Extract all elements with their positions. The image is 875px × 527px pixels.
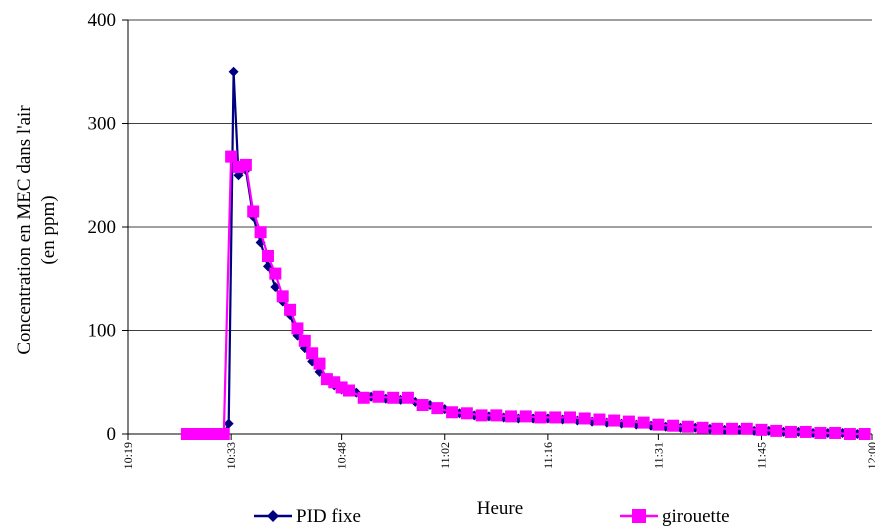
data-point-square: [726, 422, 739, 435]
x-axis-title: Heure: [477, 498, 523, 519]
data-point-square: [652, 418, 665, 431]
data-point-square: [829, 426, 842, 439]
data-point-square: [667, 419, 680, 432]
data-point-square: [446, 406, 459, 419]
data-point-square: [357, 391, 370, 404]
series-line: [186, 155, 865, 436]
data-point-square: [387, 391, 400, 404]
y-tick-label: 300: [88, 114, 117, 135]
legend-marker-diamond: [267, 510, 279, 522]
data-point-square: [460, 407, 473, 420]
data-point-square: [711, 422, 724, 435]
x-tick-label: 11:02: [438, 442, 452, 469]
data-point-square: [372, 390, 385, 403]
data-point-square: [239, 158, 252, 171]
data-point-square: [291, 322, 304, 335]
data-point-square: [563, 411, 576, 424]
data-point-square: [416, 399, 429, 412]
data-point-square: [608, 414, 621, 427]
data-point-square: [622, 415, 635, 428]
data-point-square: [519, 410, 532, 423]
data-point-square: [254, 226, 267, 239]
data-point-square: [431, 402, 444, 415]
legend-label-pid-fixe: PID fixe: [296, 506, 361, 527]
data-point-diamond: [228, 66, 239, 77]
x-tick-label: 11:45: [755, 442, 769, 469]
data-point-square: [505, 410, 518, 423]
data-point-diamond: [223, 418, 234, 429]
data-point-square: [298, 334, 311, 347]
series-girouette: [180, 150, 871, 440]
data-point-square: [740, 422, 753, 435]
x-tick-label: 12:00: [865, 442, 875, 469]
data-point-square: [770, 424, 783, 437]
data-point-square: [306, 347, 319, 360]
x-tick-labels: 10:19 10:33 10:48 11:02 11:16 11:31 11:45 12:00: [121, 442, 875, 469]
x-tick-label: 11:31: [651, 442, 665, 469]
legend-item-pid-fixe: PID fixe: [254, 506, 361, 527]
x-tick-label: 10:33: [224, 442, 238, 469]
data-point-square: [276, 290, 289, 303]
data-point-square: [247, 205, 260, 218]
data-point-square: [799, 425, 812, 438]
y-axis-title-line1: Concentration en MEC dans l'air: [14, 105, 35, 355]
data-point-square: [534, 411, 547, 424]
data-point-square: [269, 267, 282, 280]
data-point-square: [313, 357, 326, 370]
data-point-square: [814, 426, 827, 439]
data-point-square: [284, 303, 297, 316]
series-line: [186, 70, 858, 436]
x-tick-label: 11:16: [541, 442, 555, 469]
y-tick-label: 0: [107, 424, 117, 445]
series-layer: [180, 66, 871, 440]
x-tick-label: 10:19: [121, 442, 135, 469]
legend: PID fixe girouette: [254, 506, 730, 527]
y-tick-labels: 0 100 200 300 400: [88, 10, 117, 445]
data-point-square: [217, 428, 230, 440]
data-point-square: [681, 420, 694, 433]
y-tick-label: 200: [88, 217, 117, 238]
data-point-square: [225, 150, 238, 163]
gridlines: [128, 19, 872, 331]
data-point-square: [858, 428, 871, 440]
legend-marker-square: [632, 509, 646, 523]
legend-label-girouette: girouette: [662, 506, 730, 527]
data-point-square: [637, 416, 650, 429]
legend-item-girouette: girouette: [620, 506, 730, 527]
data-point-square: [696, 421, 709, 434]
x-tick-label: 10:48: [335, 442, 349, 469]
series-pid-fixe: [181, 66, 863, 439]
data-point-square: [261, 249, 274, 262]
y-tick-label: 400: [88, 10, 117, 31]
data-point-square: [401, 391, 414, 404]
data-point-square: [578, 412, 591, 425]
data-point-square: [843, 428, 856, 440]
data-point-square: [475, 409, 488, 422]
data-point-square: [784, 425, 797, 438]
y-axis-title-line2: (en ppm): [38, 195, 59, 264]
data-point-square: [593, 413, 606, 426]
data-point-square: [549, 411, 562, 424]
data-point-square: [755, 423, 768, 436]
data-point-square: [490, 409, 503, 422]
y-tick-label: 100: [88, 321, 117, 342]
data-point-square: [342, 384, 355, 397]
